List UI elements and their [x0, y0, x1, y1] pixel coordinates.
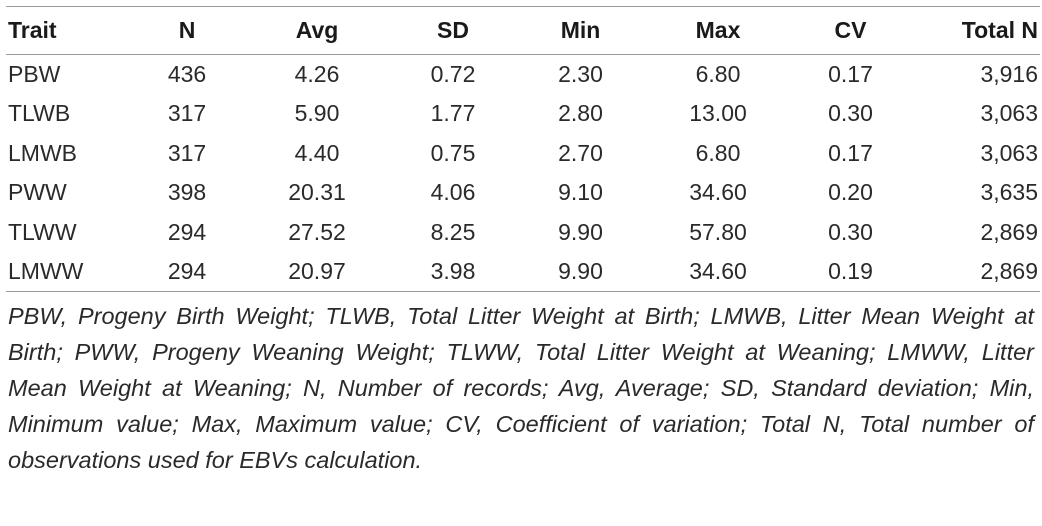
header-max: Max	[643, 6, 793, 55]
cell-n: 317	[167, 100, 207, 127]
cell-avg: 4.26	[294, 61, 340, 87]
table-row: LMWB 317 4.40 0.75 2.70 6.80 0.17 3,063	[6, 133, 1040, 173]
cell-min: 2.70	[558, 139, 603, 166]
cell-n: 436	[167, 61, 207, 87]
cell-cv: 0.19	[793, 252, 908, 292]
cell-max: 57.80	[689, 218, 747, 245]
cell-total-n: 3,063	[980, 100, 1038, 127]
header-min: Min	[518, 6, 643, 55]
cell-max: 6.80	[695, 61, 741, 87]
cell-sd: 3.98	[388, 252, 518, 292]
cell-max: 6.80	[695, 139, 741, 166]
cell-avg: 27.52	[288, 218, 346, 245]
cell-trait: TLWB	[8, 100, 71, 127]
cell-sd: 1.77	[430, 100, 476, 127]
cell-min: 2.30	[558, 61, 603, 87]
cell-cv: 0.30	[828, 218, 873, 245]
cell-avg: 20.31	[288, 179, 346, 206]
cell-total-n: 2,869	[980, 218, 1038, 245]
cell-trait: LMWW	[6, 252, 128, 292]
cell-total-n: 3,916	[980, 61, 1038, 87]
table-container: Trait N Avg SD Min Max CV Total N PBW 43…	[6, 6, 1040, 478]
cell-max: 34.60	[689, 179, 747, 206]
table-row: TLWW 294 27.52 8.25 9.90 57.80 0.30 2,86…	[6, 212, 1040, 252]
header-n: N	[128, 6, 246, 55]
cell-cv: 0.20	[828, 179, 873, 206]
cell-sd: 0.72	[430, 61, 476, 87]
cell-n: 317	[167, 139, 207, 166]
cell-min: 9.10	[558, 179, 603, 206]
cell-trait: PBW	[8, 61, 61, 87]
cell-avg: 5.90	[294, 100, 340, 127]
table-row: LMWW 294 20.97 3.98 9.90 34.60 0.19 2,86…	[6, 252, 1040, 292]
summary-statistics-table: Trait N Avg SD Min Max CV Total N PBW 43…	[6, 6, 1040, 292]
cell-n: 398	[167, 179, 207, 206]
table-row: TLWB 317 5.90 1.77 2.80 13.00 0.30 3,063	[6, 94, 1040, 134]
cell-total-n: 3,635	[980, 179, 1038, 206]
header-total-n: Total N	[908, 6, 1040, 55]
cell-min: 2.80	[558, 100, 603, 127]
cell-sd: 4.06	[430, 179, 476, 206]
table-row: PWW 398 20.31 4.06 9.10 34.60 0.20 3,635	[6, 173, 1040, 213]
cell-n: 294	[128, 252, 246, 292]
cell-sd: 0.75	[430, 139, 476, 166]
cell-total-n: 2,869	[908, 252, 1040, 292]
header-trait: Trait	[6, 6, 128, 55]
cell-min: 9.90	[518, 252, 643, 292]
cell-avg: 20.97	[246, 252, 388, 292]
cell-trait: LMWB	[8, 139, 77, 166]
cell-trait: PWW	[8, 179, 67, 206]
cell-n: 294	[167, 218, 207, 245]
cell-cv: 0.17	[828, 61, 873, 87]
cell-avg: 4.40	[294, 139, 340, 166]
cell-trait: TLWW	[8, 218, 77, 245]
header-row: Trait N Avg SD Min Max CV Total N	[6, 6, 1040, 55]
cell-cv: 0.30	[828, 100, 873, 127]
cell-total-n: 3,063	[980, 139, 1038, 166]
cell-max: 13.00	[689, 100, 747, 127]
header-cv: CV	[793, 6, 908, 55]
cell-sd: 8.25	[430, 218, 476, 245]
header-sd: SD	[388, 6, 518, 55]
cell-max: 34.60	[643, 252, 793, 292]
table-footnote: PBW, Progeny Birth Weight; TLWB, Total L…	[8, 303, 1034, 473]
cell-cv: 0.17	[828, 139, 873, 166]
table-row: PBW 436 4.26 0.72 2.30 6.80 0.17 3,916	[6, 54, 1040, 94]
cell-min: 9.90	[558, 218, 603, 245]
header-avg: Avg	[246, 6, 388, 55]
